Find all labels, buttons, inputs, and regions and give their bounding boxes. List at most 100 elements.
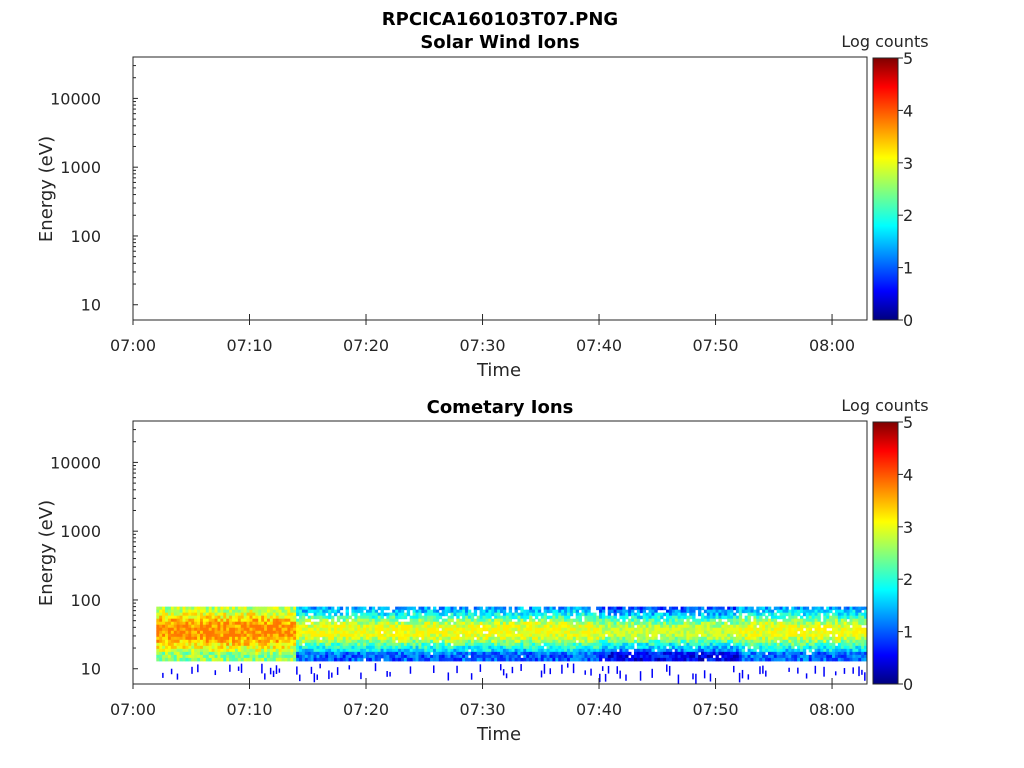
spectrogram-cell xyxy=(712,657,716,662)
spectrogram-cell xyxy=(858,654,862,659)
spectrogram-cell xyxy=(750,621,754,626)
spectrogram-cell xyxy=(403,648,408,653)
spectrogram-cell xyxy=(453,645,457,650)
spectrogram-cell xyxy=(607,627,612,632)
spectrogram-cell xyxy=(735,645,740,650)
spectrogram-cell xyxy=(561,648,565,653)
spectrogram-cell xyxy=(561,642,565,647)
spectrogram-cell xyxy=(415,624,419,629)
spectrogram-cell xyxy=(660,636,664,641)
spectrogram-cell xyxy=(465,639,469,644)
y-tick-label: 100 xyxy=(70,227,101,246)
spectrogram-cell xyxy=(642,621,647,626)
spectrogram-cell xyxy=(234,633,239,638)
spectrogram-cell xyxy=(497,618,501,623)
spectrogram-cell xyxy=(328,624,332,629)
spectrogram-cell xyxy=(278,642,282,647)
spectrogram-cell xyxy=(450,648,454,653)
spectrogram-cell xyxy=(482,609,486,614)
spectrogram-cell xyxy=(753,654,757,659)
spectrogram-cell xyxy=(380,624,384,629)
spectrogram-cell xyxy=(794,627,798,632)
spectrogram-cell xyxy=(744,636,748,641)
spectrogram-cell xyxy=(703,654,708,659)
spectrogram-cell xyxy=(715,633,719,638)
spectrogram-cell xyxy=(441,642,446,647)
spectrogram-cell xyxy=(616,657,620,662)
spectrogram-cell xyxy=(569,606,574,611)
spectrogram-cell xyxy=(520,642,524,647)
spectrogram-cell xyxy=(290,636,294,641)
spectrogram-cell xyxy=(581,609,585,614)
spectrogram-cell xyxy=(374,639,379,644)
spectrogram-cell xyxy=(671,651,676,656)
spectrogram-cell xyxy=(258,615,262,620)
spectrogram-cell xyxy=(674,612,679,617)
spectrogram-cell xyxy=(430,627,434,632)
spectrogram-cell xyxy=(418,642,422,647)
spectrogram-speck xyxy=(677,674,680,685)
spectrogram-cell xyxy=(500,639,504,644)
spectrogram-cell xyxy=(380,633,384,638)
spectrogram-cell xyxy=(849,627,853,632)
spectrogram-cell xyxy=(724,639,728,644)
spectrogram-cell xyxy=(199,615,204,620)
spectrogram-cell xyxy=(243,651,247,656)
spectrogram-cell xyxy=(316,645,320,650)
spectrogram-cell xyxy=(823,657,827,662)
spectrogram-cell xyxy=(849,630,853,635)
spectrogram-cell xyxy=(622,612,626,617)
spectrogram-cell xyxy=(433,618,437,623)
spectrogram-cell xyxy=(782,612,786,617)
spectrogram-cell xyxy=(226,615,230,620)
spectrogram-cell xyxy=(354,633,358,638)
spectrogram-cell xyxy=(386,624,390,629)
spectrogram-cell xyxy=(529,645,533,650)
spectrogram-cell xyxy=(625,612,629,617)
spectrogram-cell xyxy=(444,642,448,647)
spectrogram-cell xyxy=(639,615,644,620)
spectrogram-cell xyxy=(596,651,600,656)
spectrogram-cell xyxy=(502,606,507,611)
spectrogram-cell xyxy=(561,609,565,614)
spectrogram-cell xyxy=(750,639,754,644)
spectrogram-cell xyxy=(648,639,652,644)
spectrogram-cell xyxy=(613,627,617,632)
spectrogram-cell xyxy=(165,624,169,629)
spectrogram-cell xyxy=(706,633,711,638)
spectrogram-cell xyxy=(668,609,673,614)
spectrogram-cell xyxy=(767,630,772,635)
y-axis-label: Energy (eV) xyxy=(36,136,57,242)
spectrogram-cell xyxy=(683,624,687,629)
spectrogram-cell xyxy=(671,654,676,659)
spectrogram-cell xyxy=(392,636,396,641)
spectrogram-cell xyxy=(616,636,620,641)
spectrogram-cell xyxy=(823,654,827,659)
spectrogram-cell xyxy=(421,606,425,611)
spectrogram-cell xyxy=(299,621,303,626)
spectrogram-cell xyxy=(738,657,743,662)
spectrogram-cell xyxy=(753,612,757,617)
spectrogram-cell xyxy=(165,618,169,623)
spectrogram-cell xyxy=(569,639,574,644)
spectrogram-cell xyxy=(730,630,734,635)
spectrogram-cell xyxy=(540,615,545,620)
spectrogram-cell xyxy=(523,630,527,635)
spectrogram-cell xyxy=(636,642,641,647)
spectrogram-cell xyxy=(581,606,585,611)
spectrogram-speck xyxy=(316,674,318,680)
spectrogram-cell xyxy=(526,642,530,647)
spectrogram-cell xyxy=(447,609,451,614)
spectrogram-cell xyxy=(846,654,850,659)
spectrogram-cell xyxy=(718,642,722,647)
spectrogram-cell xyxy=(316,654,320,659)
spectrogram-cell xyxy=(435,621,440,626)
spectrogram-cell xyxy=(497,642,501,647)
spectrogram-cell xyxy=(555,645,559,650)
spectrogram-speck xyxy=(272,670,275,678)
spectrogram-cell xyxy=(170,609,175,614)
spectrogram-cell xyxy=(400,630,405,635)
spectrogram-cell xyxy=(762,651,766,656)
spectrogram-cell xyxy=(462,636,466,641)
spectrogram-cell xyxy=(575,624,580,629)
